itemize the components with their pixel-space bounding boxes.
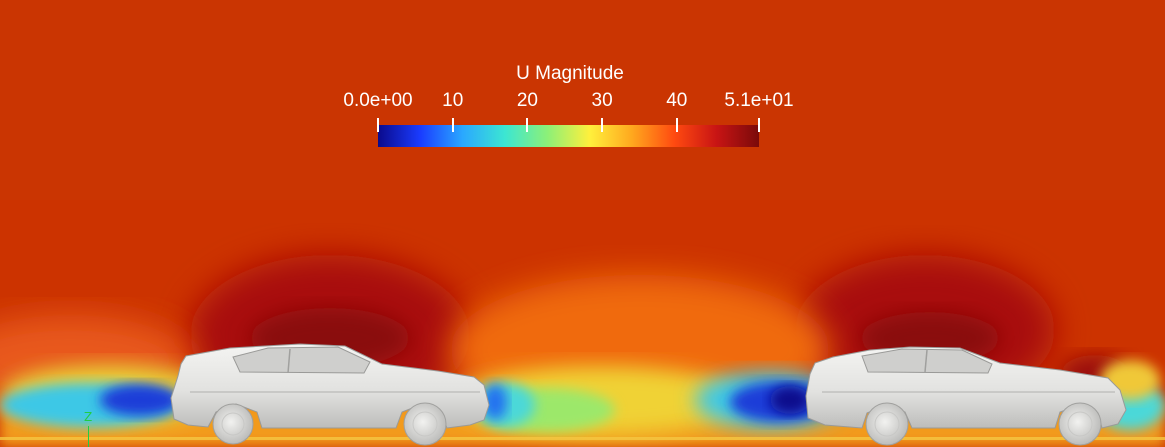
car-lead-front-wheel <box>403 402 447 446</box>
scalar-bar-legend[interactable]: U Magnitude 0.0e+00 10 20 30 40 5.1e+01 <box>330 60 810 160</box>
wake-blue-mid <box>483 384 507 420</box>
colorbar-tick <box>526 118 529 132</box>
colorbar-tick-label: 30 <box>591 90 613 111</box>
wake-navy-trailing <box>770 386 810 414</box>
colorbar-tick <box>601 118 604 132</box>
colorbar-tick <box>377 118 379 132</box>
colorbar-tick-label: 0.0e+00 <box>343 90 413 111</box>
colorbar-tick <box>675 118 678 132</box>
colorbar-tick-label: 40 <box>666 90 688 111</box>
colorbar-tick-label: 20 <box>516 90 538 111</box>
wake-blue-left <box>100 384 180 416</box>
car-trailing-rear-wheel <box>865 402 909 446</box>
colorbar-title: U Magnitude <box>516 63 624 84</box>
colorbar-tick <box>451 118 454 132</box>
orientation-axes-widget: Z <box>78 410 108 447</box>
colorbar-tick <box>758 118 760 132</box>
colorbar-gradient <box>378 125 759 147</box>
car-lead <box>170 343 490 446</box>
ground-line <box>0 437 1165 440</box>
axis-z-line <box>88 426 89 447</box>
colorbar-tick-label: 10 <box>442 90 464 111</box>
car-trailing <box>805 346 1127 446</box>
freestream-highlight <box>0 0 1165 200</box>
car-trailing-front-wheel <box>1058 402 1102 446</box>
colorbar-tick-label: 5.1e+01 <box>724 90 794 111</box>
car-lead-rear-wheel <box>212 403 254 445</box>
axis-z-label: Z <box>84 410 93 424</box>
